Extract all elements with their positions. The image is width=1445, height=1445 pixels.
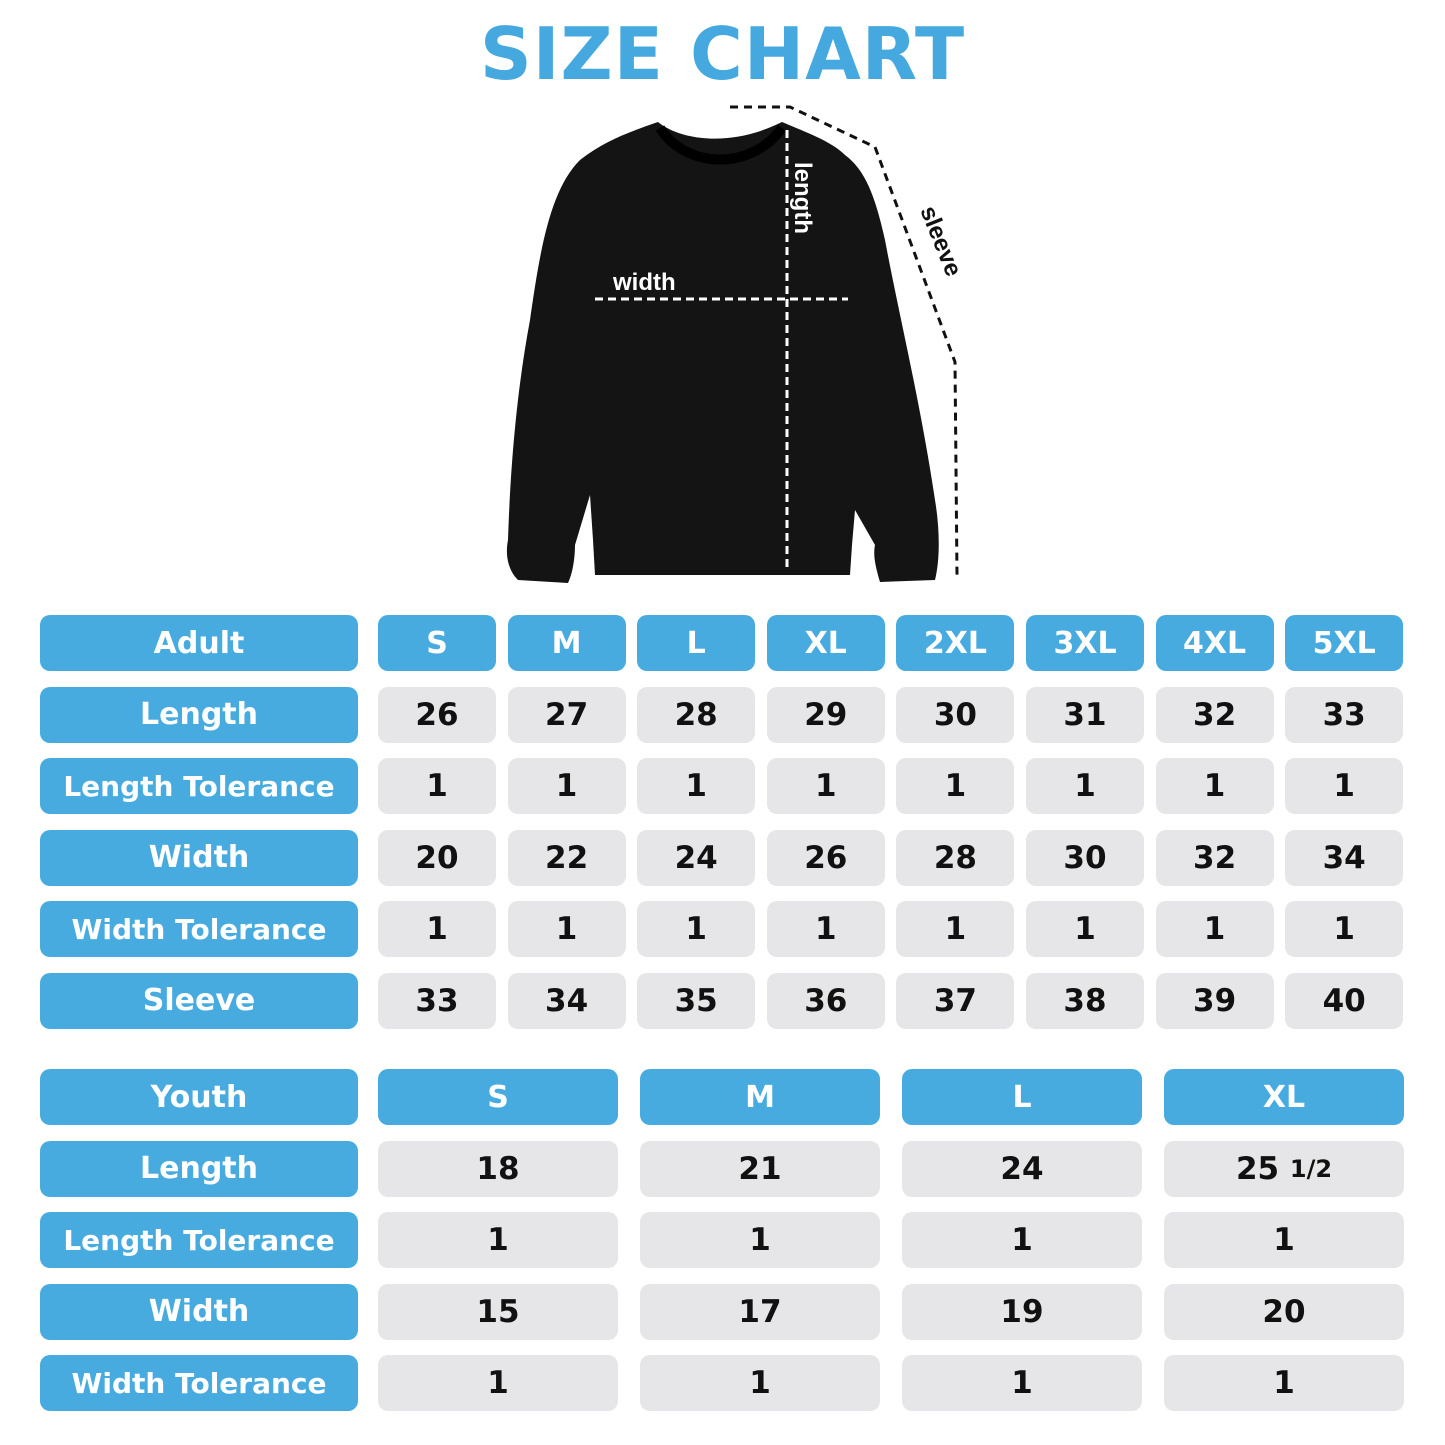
table-cell: 17 [640,1283,880,1340]
table-cell: 40 [1285,972,1404,1029]
table-cell: 1 [1155,901,1274,957]
table-cell: 1 [1285,758,1404,814]
sleeve-label: sleeve [914,202,967,280]
table-cell: 1 [1155,758,1274,814]
table-cell: 1 [1164,1212,1404,1268]
size-header-xl: XL [1164,1069,1404,1125]
fraction-part: 1/2 [1289,1154,1333,1183]
table-cell: 1 [896,758,1015,814]
table-cell: 1 [378,1212,618,1268]
table-cell: 30 [1026,829,1144,886]
size-header-4xl: 4XL [1155,615,1274,671]
table-cell: 1 [766,758,885,814]
table-cell: 20 [378,829,496,886]
row-label-width: Width [40,829,358,886]
size-header-5xl: 5XL [1285,615,1404,671]
table-cell: 33 [378,972,496,1029]
table-cell: 27 [507,686,626,743]
table-cell: 1 [507,901,626,957]
table-cell: 36 [766,972,885,1029]
table-cell: 1 [766,901,885,957]
table-cell: 1 [1026,758,1144,814]
table-cell: 1 [378,901,496,957]
table-cell: 34 [1285,829,1404,886]
table-cell: 1 [378,758,496,814]
table-cell: 24 [902,1140,1142,1197]
table-cell: 35 [637,972,756,1029]
size-header-m: M [507,615,626,671]
table-cell: 24 [637,829,756,886]
row-label-length: Length [40,1140,358,1197]
row-label-length: Length [40,686,358,743]
table-cell: 33 [1285,686,1404,743]
table-cell: 32 [1155,686,1274,743]
table-cell: 21 [640,1140,880,1197]
table-cell: 22 [507,829,626,886]
row-label-width-tolerance: Width Tolerance [40,1355,358,1411]
size-header-l: L [637,615,756,671]
table-cell: 1 [896,901,1015,957]
table-cell: 1 [637,901,756,957]
size-header-xl: XL [766,615,885,671]
row-label-sleeve: Sleeve [40,972,358,1029]
table-cell: 1 [1026,901,1144,957]
row-label-width-tolerance: Width Tolerance [40,901,358,957]
table-cell: 26 [378,686,496,743]
table-cell: 28 [637,686,756,743]
table-cell: 1 [640,1355,880,1411]
table-cell: 31 [1026,686,1144,743]
table-cell: 1 [640,1212,880,1268]
table-cell: 1 [1164,1355,1404,1411]
table-cell: 39 [1155,972,1274,1029]
width-label: width [612,269,676,296]
table-cell: 1 [378,1355,618,1411]
size-header-s: S [378,1069,618,1125]
size-header-m: M [640,1069,880,1125]
table-cell: 37 [896,972,1015,1029]
size-header-s: S [378,615,496,671]
table-cell: 29 [766,686,885,743]
row-label-length-tolerance: Length Tolerance [40,758,358,814]
table-cell: 1 [902,1212,1142,1268]
table-cell: 20 [1164,1283,1404,1340]
table-cell: 19 [902,1283,1142,1340]
size-header-3xl: 3XL [1026,615,1144,671]
sweatshirt-shape [506,122,939,583]
row-label-length-tolerance: Length Tolerance [40,1212,358,1268]
table-cell: 1 [637,758,756,814]
table-cell: 1 [1285,901,1404,957]
size-header-2xl: 2XL [896,615,1015,671]
sleeve-measure-line [730,105,959,576]
table-cell: 18 [378,1140,618,1197]
table-cell: 25 1/2 [1164,1140,1404,1197]
row-label-width: Width [40,1283,358,1340]
table-cell: 26 [766,829,885,886]
table-cell: 1 [902,1355,1142,1411]
table-cell: 1 [507,758,626,814]
length-label: length [789,162,816,234]
page-title: SIZE CHART [479,12,966,96]
table-cell: 38 [1026,972,1144,1029]
table-header-label: Youth [40,1069,358,1125]
table-cell: 28 [896,829,1015,886]
table-cell: 30 [896,686,1015,743]
table-cell: 15 [378,1283,618,1340]
collar [655,124,787,165]
table-header-label: Adult [40,615,358,671]
table-cell: 34 [507,972,626,1029]
size-header-l: L [902,1069,1142,1125]
sweatshirt-diagram: width length sleeve [506,105,967,583]
table-cell: 32 [1155,829,1274,886]
